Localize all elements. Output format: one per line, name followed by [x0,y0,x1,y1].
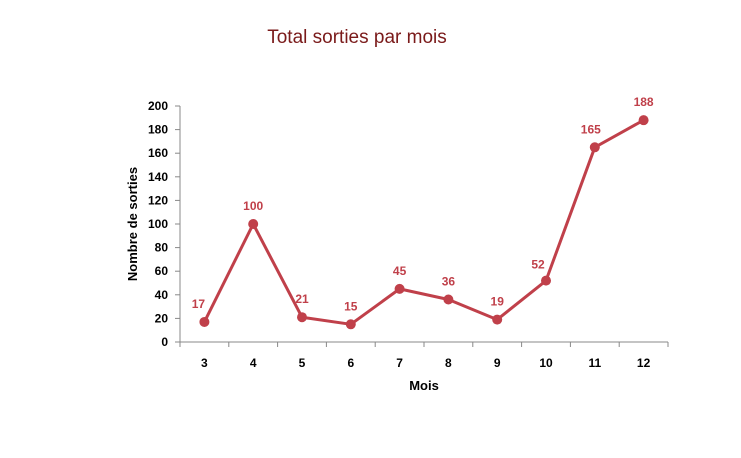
x-tick-labels: 3 4 5 6 7 8 9 10 11 12 [201,356,651,370]
data-label: 45 [393,264,407,278]
data-point [541,275,551,286]
data-point [394,283,405,294]
x-tick-label: 11 [588,356,601,370]
data-point [248,219,259,229]
series-line [203,118,645,326]
y-tick-label: 40 [155,288,169,302]
x-tick-label: 3 [201,356,208,370]
y-tick-label: 120 [148,193,168,207]
x-tick-label: 5 [299,356,306,370]
x-tick-label: 4 [250,356,257,370]
x-tick-label: 7 [396,356,403,370]
y-tick-label: 140 [148,170,168,184]
y-tick-label: 0 [161,335,168,349]
y-tick-label: 160 [148,146,168,160]
data-point [345,319,356,330]
data-point [199,316,210,327]
y-tick-label: 80 [155,241,169,255]
x-tick-label: 10 [539,356,553,370]
x-tick-label: 6 [347,356,354,370]
data-label: 100 [243,199,263,213]
data-label: 21 [295,292,309,306]
data-label: 19 [491,295,505,309]
data-label: 52 [531,258,545,272]
data-label: 165 [581,122,601,136]
data-point [638,115,649,126]
data-label: 188 [634,95,654,109]
data-label: 15 [344,299,358,313]
data-label: 36 [442,275,456,289]
x-tick-label: 12 [637,356,651,370]
data-labels: 17 100 21 15 45 36 19 52 165 188 [192,95,654,313]
data-point [297,312,307,323]
data-point [589,142,600,153]
x-axis-label: Mois [409,378,439,393]
chart-title: Total sorties par mois [267,27,447,48]
y-tick-labels: 0 20 40 60 80 100 120 140 160 180 200 [148,99,168,349]
y-axis-label: Nombre de sorties [125,167,140,281]
y-tick-label: 20 [155,311,169,325]
data-point [492,314,503,325]
series-group [199,115,649,330]
x-tick-label: 9 [494,356,501,370]
data-label: 17 [192,297,206,311]
y-tick-label: 180 [148,123,168,137]
data-point [443,294,454,305]
y-tick-label: 200 [148,99,168,113]
axes [175,105,669,347]
y-tick-label: 60 [155,264,169,278]
x-tick-label: 8 [445,356,452,370]
y-tick-label: 100 [148,217,168,231]
